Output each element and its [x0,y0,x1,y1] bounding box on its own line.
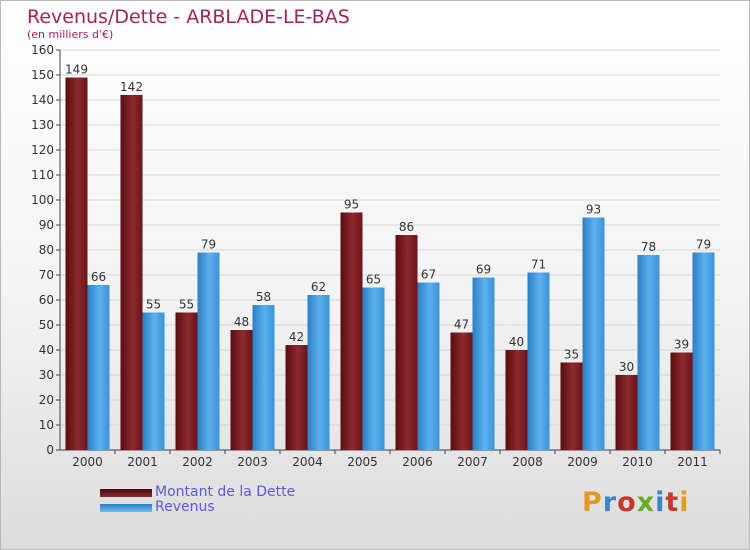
x-tick-label: 2002 [182,455,213,469]
y-tick-label: 130 [31,118,54,132]
bar-revenus [582,217,605,450]
bar-debt [670,352,693,450]
chart-subtitle: (en milliers d'€) [27,28,114,41]
x-tick-label: 2011 [677,455,708,469]
grid-lines [60,49,720,426]
y-tick-label: 160 [31,43,54,57]
bar-debt [450,332,473,450]
x-tick-label: 2010 [622,455,653,469]
bar-revenus [252,305,275,450]
proxiti-logo: Proxiti [582,487,690,518]
data-label: 66 [91,270,106,284]
x-tick-label: 2009 [567,455,598,469]
x-tick-label: 2007 [457,455,488,469]
data-label: 67 [421,268,436,282]
data-label: 39 [674,338,689,352]
y-tick-label: 30 [39,368,54,382]
chart-title: Revenus/Dette - ARBLADE-LE-BAS [27,6,350,28]
y-tick-label: 10 [39,418,54,432]
x-tick-label: 2003 [237,455,268,469]
bar-debt [285,345,308,450]
data-label: 30 [619,360,634,374]
bars [65,77,715,450]
bar-revenus [417,282,440,450]
x-tick-label: 2005 [347,455,378,469]
bar-debt [65,77,88,450]
y-tick-label: 100 [31,193,54,207]
y-tick-label: 40 [39,343,54,357]
data-labels: 149 66 142 55 55 79 48 58 42 62 95 65 86 67 47 69 40 71 35… [65,63,711,375]
bar-revenus [87,285,110,450]
bar-revenus [197,252,220,450]
data-label: 79 [201,238,216,252]
data-label: 47 [454,318,469,332]
legend-swatch-revenus [100,504,152,512]
bar-debt [340,212,363,450]
data-label: 42 [289,330,304,344]
data-label: 55 [146,298,161,312]
data-label: 62 [311,280,326,294]
bar-debt [230,330,253,450]
data-label: 69 [476,263,491,277]
y-tick-label: 90 [39,218,54,232]
bar-debt [175,312,198,450]
data-label: 58 [256,290,271,304]
bar-revenus [637,255,660,450]
bar-debt [560,362,583,450]
legend: Montant de la Dette Revenus [100,484,400,517]
data-label: 55 [179,298,194,312]
y-tick-label: 50 [39,318,54,332]
bar-revenus [527,272,550,450]
data-label: 48 [234,315,249,329]
data-label: 71 [531,258,546,272]
bar-revenus [142,312,165,450]
data-label: 142 [120,80,143,94]
bar-revenus [307,295,330,450]
x-tick-label: 2001 [127,455,158,469]
bar-debt [505,350,528,450]
y-tick-label: 140 [31,93,54,107]
data-label: 95 [344,198,359,212]
y-tick-label: 60 [39,293,54,307]
y-tick-label: 70 [39,268,54,282]
data-label: 86 [399,220,414,234]
x-tick-label: 2006 [402,455,433,469]
y-tick-label: 120 [31,143,54,157]
bar-revenus [692,252,715,450]
y-tick-label: 110 [31,168,54,182]
bar-debt [395,235,418,450]
bar-debt [120,95,143,450]
data-label: 93 [586,203,601,217]
data-label: 40 [509,335,524,349]
y-tick-label: 20 [39,393,54,407]
x-tick-label: 2000 [72,455,103,469]
data-label: 35 [564,348,579,362]
bar-revenus [472,277,495,450]
legend-label-debt: Montant de la Dette [155,484,296,500]
y-tick-label: 150 [31,68,54,82]
y-tick-label: 80 [39,243,54,257]
bar-debt [615,375,638,450]
bar-revenus [362,287,385,450]
axes: 0 10 20 30 40 50 60 70 80 90 100 110 120 130 140 150 160… [31,43,721,469]
legend-swatch-debt [100,489,152,497]
data-label: 79 [696,238,711,252]
y-tick-label: 0 [46,443,54,457]
x-tick-label: 2004 [292,455,323,469]
data-label: 78 [641,240,656,254]
legend-item-debt: Montant de la Dette [100,484,400,502]
legend-label-revenus: Revenus [155,499,215,515]
data-label: 149 [65,63,88,77]
data-label: 65 [366,273,381,287]
x-tick-label: 2008 [512,455,543,469]
legend-item-revenus: Revenus [100,499,400,517]
